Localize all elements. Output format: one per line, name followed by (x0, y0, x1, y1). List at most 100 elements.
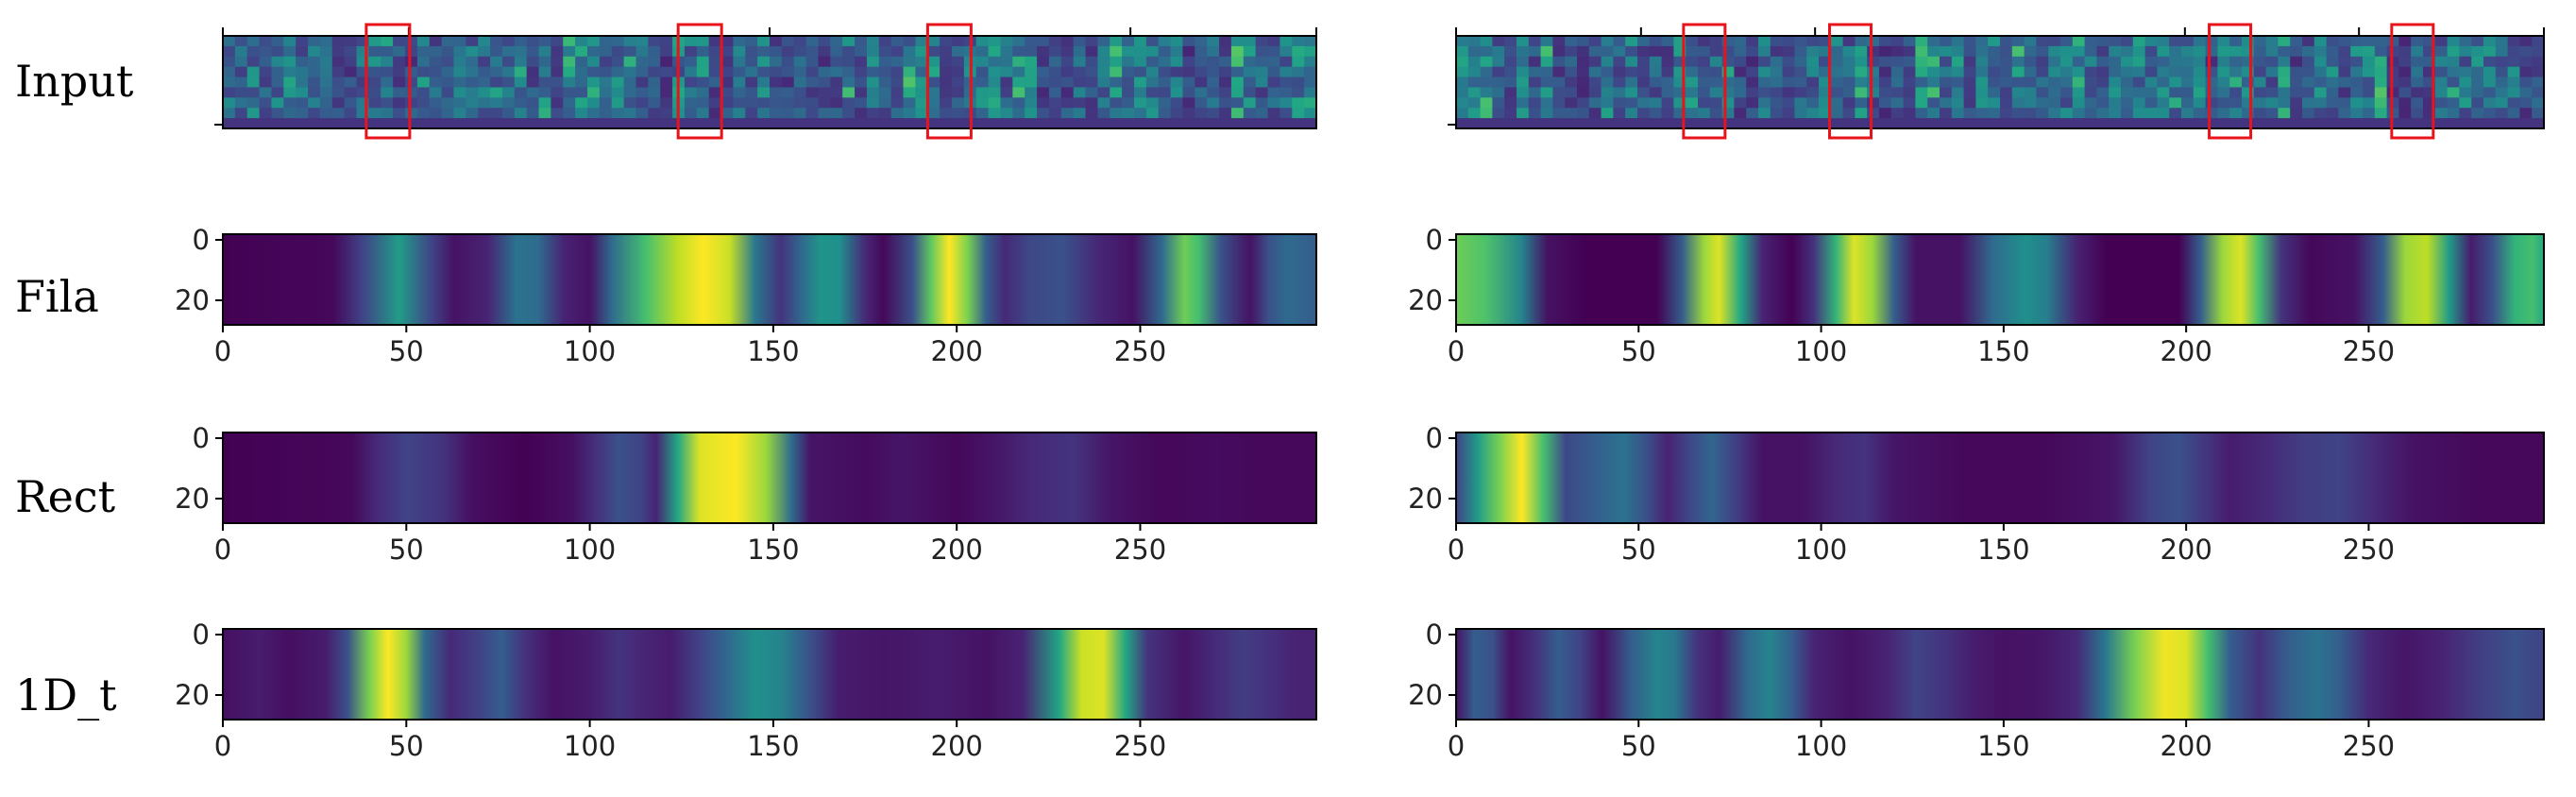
spectrogram-cell (344, 66, 358, 78)
spectrogram-cell (940, 97, 953, 109)
spectrogram-cell (1280, 45, 1293, 58)
spectrogram-cell (2157, 56, 2170, 68)
spectrogram-cell (2109, 118, 2122, 129)
spectrogram-cell (1480, 56, 1493, 68)
spectrogram-cell (223, 97, 236, 109)
spectrogram-cell (2495, 66, 2509, 78)
spectrogram-cell (1613, 118, 1626, 129)
spectrogram-cell (1000, 66, 1013, 78)
spectrogram-cell (855, 118, 868, 129)
spectrogram-cell (296, 66, 309, 78)
spectrogram-cell (684, 108, 698, 119)
spectrogram-cell (2459, 87, 2472, 98)
spectrogram-cell (319, 56, 333, 68)
spectrogram-cell (2483, 66, 2497, 78)
spectrogram-cell (466, 97, 479, 109)
spectrogram-cell (308, 76, 321, 89)
spectrogram-cell (271, 108, 284, 119)
spectrogram-cell (1517, 66, 1530, 78)
heatmap-rect-right (1455, 432, 2545, 524)
spectrogram-cell (866, 56, 880, 68)
spectrogram-cell (466, 36, 479, 47)
spectrogram-cell (1698, 87, 1711, 98)
spectrogram-cell (2495, 36, 2509, 47)
spectrogram-cell (660, 56, 673, 68)
spectrogram-cell (2048, 56, 2061, 68)
spectrogram-cell (830, 97, 843, 109)
spectrogram-cell (1110, 45, 1123, 58)
spectrogram-cell (308, 118, 321, 129)
spectrogram-cell (2519, 45, 2533, 58)
spectrogram-cell (1673, 108, 1686, 119)
spectrogram-cell (1601, 97, 1614, 109)
highlight-box (1828, 23, 1873, 140)
spectrogram-cell (478, 97, 491, 109)
spectrogram-cell (866, 76, 880, 89)
spectrogram-cell (368, 108, 381, 119)
spectrogram-cell (1577, 97, 1590, 109)
spectrogram-cell (283, 108, 297, 119)
spectrogram-cell (2217, 56, 2230, 68)
spectrogram-cell (2313, 45, 2328, 58)
spectrogram-cell (1927, 97, 1940, 109)
spectrogram-cell (636, 76, 649, 89)
spectrogram-cell (1280, 108, 1293, 119)
spectrogram-cell (2278, 87, 2291, 98)
spectrogram-cell (319, 87, 333, 98)
spectrogram-cell (903, 36, 916, 47)
spectrogram-cell (1565, 108, 1578, 119)
spectrogram-cell (1292, 108, 1305, 119)
spectrogram-cell (1267, 36, 1280, 47)
spectrogram-cell (1637, 118, 1651, 129)
spectrogram-cell (2024, 56, 2037, 68)
spectrogram-cell (501, 66, 516, 78)
spectrogram-cell (1517, 118, 1530, 129)
spectrogram-cell (490, 97, 503, 109)
spectrogram-cell (2363, 56, 2376, 68)
spectrogram-cell (1304, 45, 1317, 58)
spectrogram-cell (1649, 76, 1663, 89)
spectrogram-cell (259, 56, 273, 68)
spectrogram-cell (1601, 36, 1614, 47)
spectrogram-cell (1951, 76, 1965, 89)
spectrogram-cell (1292, 97, 1305, 109)
spectrogram-cell (2205, 108, 2218, 119)
spectrogram-cell (563, 76, 576, 89)
spectrogram-cell (1195, 66, 1208, 78)
spectrogram-cell (344, 56, 358, 68)
spectrogram-cell (563, 108, 576, 119)
spectrogram-cell (2411, 66, 2424, 78)
spectrogram-cell (599, 66, 613, 78)
spectrogram-cell (2507, 108, 2520, 119)
spectrogram-cell (1060, 76, 1075, 89)
spectrogram-cell (368, 97, 381, 109)
spectrogram-cell (1122, 87, 1135, 98)
spectrogram-cell (259, 97, 273, 109)
spectrogram-cell (1134, 76, 1147, 89)
spectrogram-cell (2121, 56, 2134, 68)
spectrogram-cell (2132, 66, 2146, 78)
spectrogram-cell (1195, 45, 1208, 58)
spectrogram-cell (2157, 36, 2170, 47)
spectrogram-cell (1746, 56, 1759, 68)
spectrogram-cell (1492, 45, 1505, 58)
spectrogram-cell (1255, 56, 1269, 68)
spectrogram-cell (915, 45, 928, 58)
spectrogram-cell (2398, 87, 2412, 98)
spectrogram-cell (2483, 118, 2497, 129)
spectrogram-cell (478, 36, 491, 47)
spectrogram-cell (1927, 118, 1940, 129)
spectrogram-cell (2132, 56, 2146, 68)
spectrogram-cell (1770, 118, 1784, 129)
spectrogram-cell (805, 76, 820, 89)
y-tick-label: 20 (175, 284, 210, 316)
spectrogram-cell (1782, 56, 1795, 68)
spectrogram-cell (975, 66, 990, 78)
spectrogram-cell (2132, 87, 2146, 98)
spectrogram-cell (927, 87, 941, 98)
spectrogram-cell (563, 118, 576, 129)
spectrogram-cell (2060, 76, 2074, 89)
spectrogram-cell (781, 87, 795, 98)
spectrogram-cell (890, 76, 905, 89)
spectrogram-cell (890, 87, 905, 98)
